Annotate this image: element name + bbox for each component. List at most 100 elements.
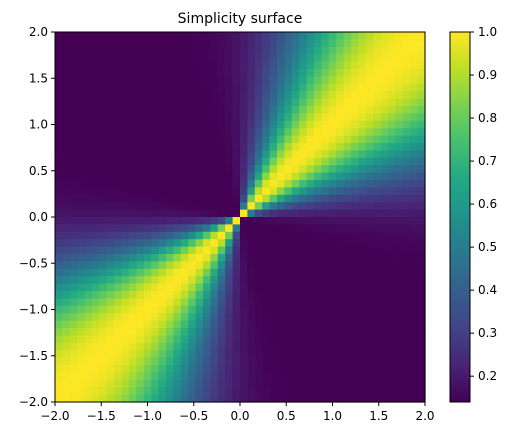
heatmap-cell [336,342,345,351]
heatmap-cell [254,120,263,129]
heatmap-cell [166,357,174,366]
heatmap-cell [254,46,263,55]
heatmap-cell [129,69,137,77]
heatmap-cell [173,320,182,329]
heatmap-cell [254,268,263,277]
heatmap-cell [388,150,396,159]
heatmap-cell [188,120,197,129]
heatmap-cell [77,98,86,107]
heatmap-cell [277,268,285,277]
heatmap-cell [158,143,167,151]
colorbar-tick-label: 1.0 [478,25,497,39]
heatmap-cell [373,246,382,255]
heatmap-cell [321,357,330,366]
heatmap-cell [99,387,108,396]
heatmap-cell [321,217,330,225]
heatmap-cell [336,320,345,329]
heatmap-cell [417,98,426,107]
heatmap-cell [277,46,285,55]
heatmap-cell [343,194,352,203]
heatmap-cell [402,254,411,262]
heatmap-cell [188,342,197,351]
heatmap-cell [254,298,263,307]
heatmap-cell [410,113,419,122]
heatmap-cell [388,69,396,77]
heatmap-cell [343,143,352,151]
heatmap-cell [84,172,93,181]
heatmap-cell [388,106,396,114]
heatmap-cell [188,106,197,114]
heatmap-cell [232,372,241,381]
heatmap-cell [151,283,160,292]
heatmap-cell [225,291,234,299]
heatmap-cell [328,320,337,329]
heatmap-cell [321,335,330,344]
heatmap-cell [106,365,115,373]
heatmap-cell [291,224,300,233]
heatmap-cell [114,46,123,55]
heatmap-cell [269,180,278,188]
heatmap-cell [77,128,86,137]
heatmap-cell [232,194,241,203]
heatmap-cell [269,298,278,307]
heatmap-cell [240,313,248,322]
heatmap-cell [240,150,248,159]
heatmap-cell [232,305,241,314]
heatmap-cell [262,39,271,48]
heatmap-cell [143,335,152,344]
heatmap-cell [195,143,204,151]
heatmap-cell [262,180,271,188]
heatmap-cell [291,61,300,70]
heatmap-cell [136,76,145,85]
heatmap-cell [62,283,71,292]
heatmap-cell [314,254,322,262]
heatmap-cell [106,61,115,70]
heatmap-cell [99,372,108,381]
heatmap-cell [299,276,308,285]
heatmap-cell [106,165,115,174]
heatmap-cell [173,209,182,218]
heatmap-cell [328,157,337,166]
heatmap-cell [143,283,152,292]
heatmap-cell [180,194,189,203]
heatmap-cell [106,320,115,329]
heatmap-cell [254,394,263,403]
heatmap-cell [247,150,256,159]
heatmap-cell [284,246,293,255]
heatmap-cell [129,268,137,277]
heatmap-cell [365,83,374,92]
heatmap-cell [99,202,108,211]
heatmap-cell [55,83,63,92]
heatmap-cell [114,165,123,174]
heatmap-cell [321,202,330,211]
heatmap-cell [121,83,130,92]
heatmap-cell [254,276,263,285]
heatmap-cell [210,120,219,129]
heatmap-cell [380,113,389,122]
heatmap-cell [343,261,352,270]
heatmap-cell [114,172,123,181]
heatmap-cell [388,187,396,196]
heatmap-cell [84,342,93,351]
heatmap-cell [351,180,359,188]
heatmap-cell [217,379,226,388]
heatmap-cell [314,98,322,107]
heatmap-cell [151,202,160,211]
heatmap-cell [299,83,308,92]
heatmap-cell [402,291,411,299]
heatmap-cell [343,276,352,285]
heatmap-cell [351,328,359,336]
heatmap-cell [92,254,100,262]
heatmap-cell [173,254,182,262]
heatmap-cell [328,32,337,40]
heatmap-cell [358,128,367,137]
heatmap-cell [380,254,389,262]
heatmap-cell [143,165,152,174]
heatmap-cell [225,365,234,373]
heatmap-cell [99,394,108,403]
heatmap-cell [195,320,204,329]
heatmap-cell [417,172,426,181]
heatmap-cell [232,120,241,129]
heatmap-cell [195,387,204,396]
heatmap-cell [106,394,115,403]
